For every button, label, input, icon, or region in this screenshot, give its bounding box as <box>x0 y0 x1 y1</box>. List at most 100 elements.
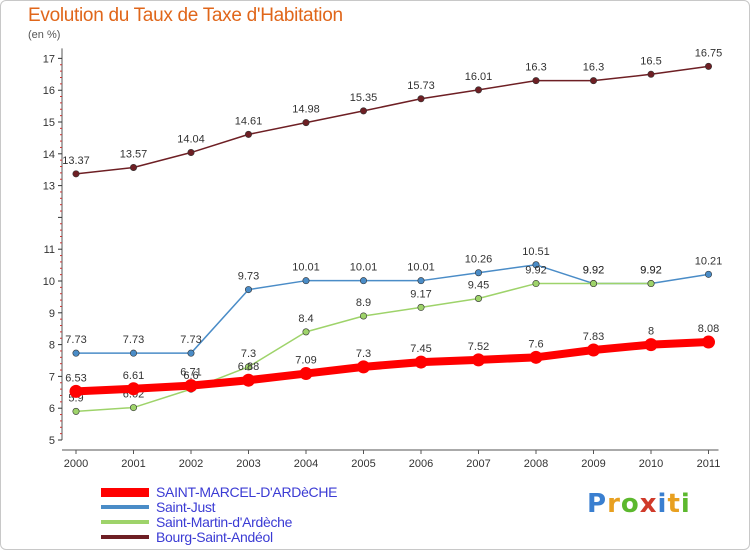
data-point <box>245 286 253 294</box>
data-label: 7.6 <box>528 338 543 350</box>
data-point <box>130 349 138 357</box>
y-tick-label: 10 <box>43 276 55 288</box>
data-point <box>72 170 80 178</box>
x-tick-label: 2011 <box>697 458 721 470</box>
data-label: 9.92 <box>640 265 661 277</box>
data-label: 14.04 <box>177 134 205 146</box>
data-label: 7.73 <box>65 334 86 346</box>
y-tick-label: 16 <box>43 85 55 97</box>
data-label: 16.75 <box>695 47 723 59</box>
data-point <box>702 335 715 349</box>
data-point <box>72 407 80 415</box>
legend-swatch <box>101 505 149 509</box>
data-label: 9.92 <box>640 265 661 277</box>
legend-swatch <box>101 520 149 524</box>
data-point <box>704 62 712 70</box>
data-label: 6.61 <box>123 370 144 382</box>
data-point <box>242 373 255 387</box>
data-point <box>589 77 597 85</box>
logo-letter: t <box>667 489 681 519</box>
y-tick-label: 13 <box>43 181 55 193</box>
legend-label: SAINT-MARCEL-D'ARDèCHE <box>156 484 338 500</box>
data-point <box>359 277 367 285</box>
data-point <box>187 349 195 357</box>
data-label: 15.35 <box>350 92 378 104</box>
data-label: 7.73 <box>123 334 144 346</box>
data-point <box>302 328 310 336</box>
data-label: 7.3 <box>241 348 256 360</box>
x-tick-label: 2000 <box>64 458 88 470</box>
logo-letter: i <box>680 489 691 519</box>
data-point <box>532 261 540 269</box>
data-label: 6.6 <box>183 370 198 382</box>
y-tick-label: 9 <box>49 308 55 320</box>
data-point <box>474 86 482 94</box>
data-point <box>647 70 655 78</box>
data-label: 7.73 <box>180 334 201 346</box>
x-tick-label: 2003 <box>236 458 260 470</box>
data-label: 8.9 <box>356 297 371 309</box>
data-point <box>472 353 485 367</box>
logo-letter: i <box>657 489 668 519</box>
data-label: 9.17 <box>410 288 431 300</box>
series-line <box>72 338 713 396</box>
data-point <box>72 349 80 357</box>
data-point <box>130 404 138 412</box>
chart-title: Evolution du Taux de Taxe d'Habitation <box>28 5 343 26</box>
y-tick-label: 11 <box>44 244 55 256</box>
data-point <box>359 107 367 115</box>
logo-letter: r <box>607 489 621 519</box>
data-point <box>359 312 367 320</box>
data-label: 9.92 <box>525 265 546 277</box>
data-point <box>587 343 600 357</box>
data-point <box>357 360 370 374</box>
data-point <box>417 303 425 311</box>
data-label: 14.61 <box>235 115 263 127</box>
y-tick-label: 8 <box>49 340 55 352</box>
y-tick-label: 14 <box>43 149 55 161</box>
data-point <box>245 130 253 138</box>
data-point <box>69 384 83 398</box>
data-label: 16.01 <box>465 71 493 83</box>
data-label: 13.37 <box>62 155 90 167</box>
data-point <box>474 294 482 302</box>
data-point <box>474 269 482 277</box>
data-point <box>184 379 198 393</box>
y-tick-label: 17 <box>43 53 55 65</box>
legend-swatch <box>101 488 149 497</box>
series-line <box>75 264 710 354</box>
data-label: 16.5 <box>640 55 661 67</box>
data-label: 7.3 <box>356 348 371 360</box>
x-tick-label: 2001 <box>121 458 145 470</box>
data-point <box>529 350 543 364</box>
data-point <box>532 280 540 288</box>
data-label: 10.01 <box>292 262 320 274</box>
data-label: 6.88 <box>238 361 259 373</box>
series-line <box>75 65 710 175</box>
legend-label: Saint-Martin-d'Ardèche <box>156 514 293 530</box>
logo-letter: o <box>620 489 640 519</box>
data-point <box>414 355 428 369</box>
data-label: 8 <box>648 326 654 338</box>
data-label: 7.83 <box>583 331 604 343</box>
y-tick-label: 5 <box>49 435 55 447</box>
data-label: 9.92 <box>583 265 604 277</box>
data-point <box>417 95 425 103</box>
data-point <box>644 338 658 352</box>
x-tick-label: 2009 <box>581 458 605 470</box>
data-point <box>187 149 195 157</box>
data-label: 7.45 <box>410 343 431 355</box>
data-point <box>589 280 597 288</box>
data-label: 10.21 <box>695 255 723 267</box>
data-point <box>302 119 310 127</box>
data-label: 10.26 <box>465 254 493 266</box>
data-label: 9.73 <box>238 271 259 283</box>
data-label: 10.01 <box>350 262 378 274</box>
data-label: 7.09 <box>295 355 316 367</box>
data-point <box>127 382 140 396</box>
data-label: 10.01 <box>407 262 435 274</box>
legend-swatch <box>101 535 149 539</box>
logo-letter: P <box>587 489 608 519</box>
